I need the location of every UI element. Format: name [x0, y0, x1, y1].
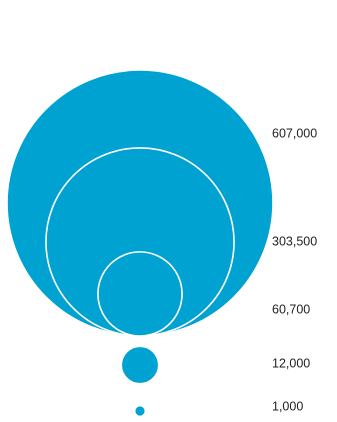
value-label-2: 60,700 [272, 302, 310, 316]
bubble-4 [133, 404, 147, 418]
bubble-group [6, 69, 274, 418]
value-label-group: 607,000 303,500 60,700 12,000 1,000 [272, 126, 317, 413]
bubble-2 [97, 251, 183, 337]
value-label-0: 607,000 [272, 126, 317, 140]
value-label-4: 1,000 [272, 399, 303, 413]
value-label-1: 303,500 [272, 234, 317, 248]
bubble-3 [120, 345, 160, 385]
value-label-3: 12,000 [272, 356, 310, 370]
